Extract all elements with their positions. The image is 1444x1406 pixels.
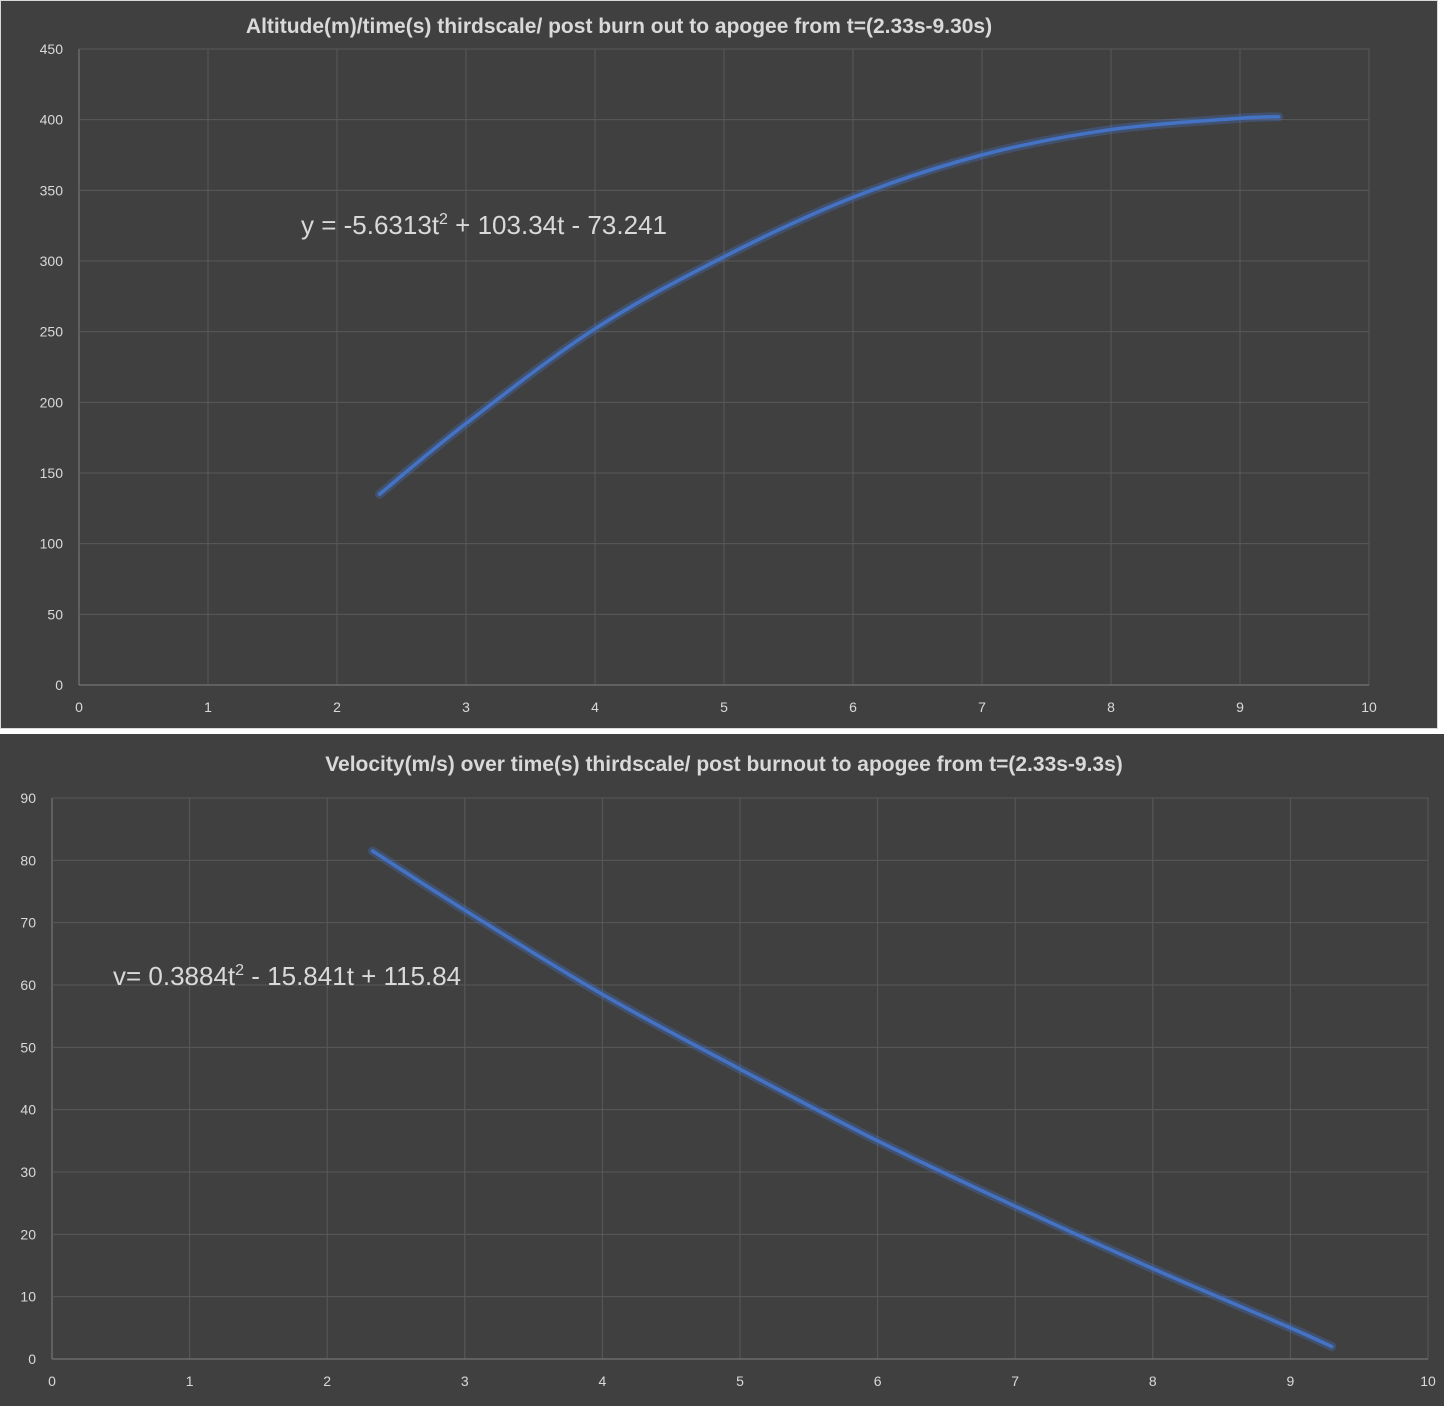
altitude-chart-panel: Altitude(m)/time(s) thirdscale/ post bur…	[0, 0, 1438, 729]
altitude-trendline-equation: y = -5.6313t2 + 103.34t - 73.241	[301, 210, 667, 240]
velocity-y-tick-label: 90	[20, 790, 36, 806]
velocity-gridlines	[51, 797, 1429, 1360]
velocity-y-tick-label: 80	[20, 852, 36, 868]
altitude-x-tick-label: 7	[978, 699, 986, 715]
velocity-y-tick-label: 20	[20, 1226, 36, 1242]
altitude-series-line	[377, 115, 1281, 496]
velocity-y-tick-label: 30	[20, 1164, 36, 1180]
velocity-series-line	[370, 849, 1334, 1349]
altitude-y-tick-label: 300	[40, 253, 64, 269]
velocity-y-tick-label: 10	[20, 1289, 36, 1305]
altitude-y-tick-label: 100	[40, 536, 64, 552]
velocity-chart-panel: Velocity(m/s) over time(s) thirdscale/ p…	[0, 734, 1444, 1406]
altitude-x-tick-label: 6	[849, 699, 857, 715]
velocity-y-tick-label: 60	[20, 977, 36, 993]
altitude-x-tick-label: 8	[1107, 699, 1115, 715]
velocity-x-tick-label: 7	[1011, 1373, 1019, 1389]
velocity-axes: 0 1 2 3 4 5 6 7 8 9 10 0 10 20 30 40 50 60 70 80 90	[20, 790, 1436, 1389]
velocity-x-tick-label: 1	[186, 1373, 194, 1389]
altitude-chart-title: Altitude(m)/time(s) thirdscale/ post bur…	[246, 15, 992, 38]
chart-divider	[0, 729, 1444, 734]
velocity-y-tick-label: 50	[20, 1039, 36, 1055]
velocity-x-tick-label: 8	[1149, 1373, 1157, 1389]
altitude-x-tick-label: 4	[591, 699, 599, 715]
altitude-x-tick-label: 3	[462, 699, 470, 715]
velocity-x-tick-label: 3	[461, 1373, 469, 1389]
velocity-series-glow	[368, 846, 1337, 1352]
velocity-y-tick-label: 0	[28, 1351, 36, 1367]
velocity-y-tick-label: 70	[20, 915, 36, 931]
velocity-chart: Velocity(m/s) over time(s) thirdscale/ p…	[20, 753, 1436, 1389]
velocity-x-tick-label: 9	[1287, 1373, 1295, 1389]
altitude-series	[375, 112, 1284, 499]
altitude-y-tick-label: 400	[40, 112, 64, 128]
altitude-y-tick-label: 250	[40, 324, 64, 340]
altitude-x-tick-label: 2	[333, 699, 341, 715]
altitude-y-tick-label: 200	[40, 394, 64, 410]
altitude-x-tick-label: 10	[1361, 699, 1377, 715]
altitude-x-tick-label: 1	[204, 699, 212, 715]
altitude-series-glow	[375, 112, 1284, 499]
velocity-x-tick-label: 2	[323, 1373, 331, 1389]
altitude-y-tick-label: 150	[40, 465, 64, 481]
altitude-gridlines	[78, 48, 1370, 686]
velocity-chart-title: Velocity(m/s) over time(s) thirdscale/ p…	[325, 753, 1123, 776]
altitude-x-tick-label: 0	[75, 699, 83, 715]
velocity-trendline-equation: v= 0.3884t2 - 15.841t + 115.84	[113, 961, 461, 991]
altitude-x-tick-label: 9	[1236, 699, 1244, 715]
altitude-y-tick-label: 50	[47, 606, 63, 622]
velocity-series	[368, 846, 1337, 1352]
altitude-y-tick-label: 350	[40, 182, 64, 198]
velocity-x-tick-label: 4	[599, 1373, 607, 1389]
velocity-y-tick-label: 40	[20, 1102, 36, 1118]
velocity-x-tick-label: 5	[736, 1373, 744, 1389]
altitude-chart: Altitude(m)/time(s) thirdscale/ post bur…	[40, 15, 1377, 715]
altitude-x-tick-label: 5	[720, 699, 728, 715]
altitude-y-tick-label: 0	[55, 677, 63, 693]
velocity-x-tick-label: 10	[1420, 1373, 1436, 1389]
altitude-y-tick-label: 450	[40, 41, 64, 57]
velocity-x-tick-label: 6	[874, 1373, 882, 1389]
velocity-x-tick-label: 0	[48, 1373, 56, 1389]
